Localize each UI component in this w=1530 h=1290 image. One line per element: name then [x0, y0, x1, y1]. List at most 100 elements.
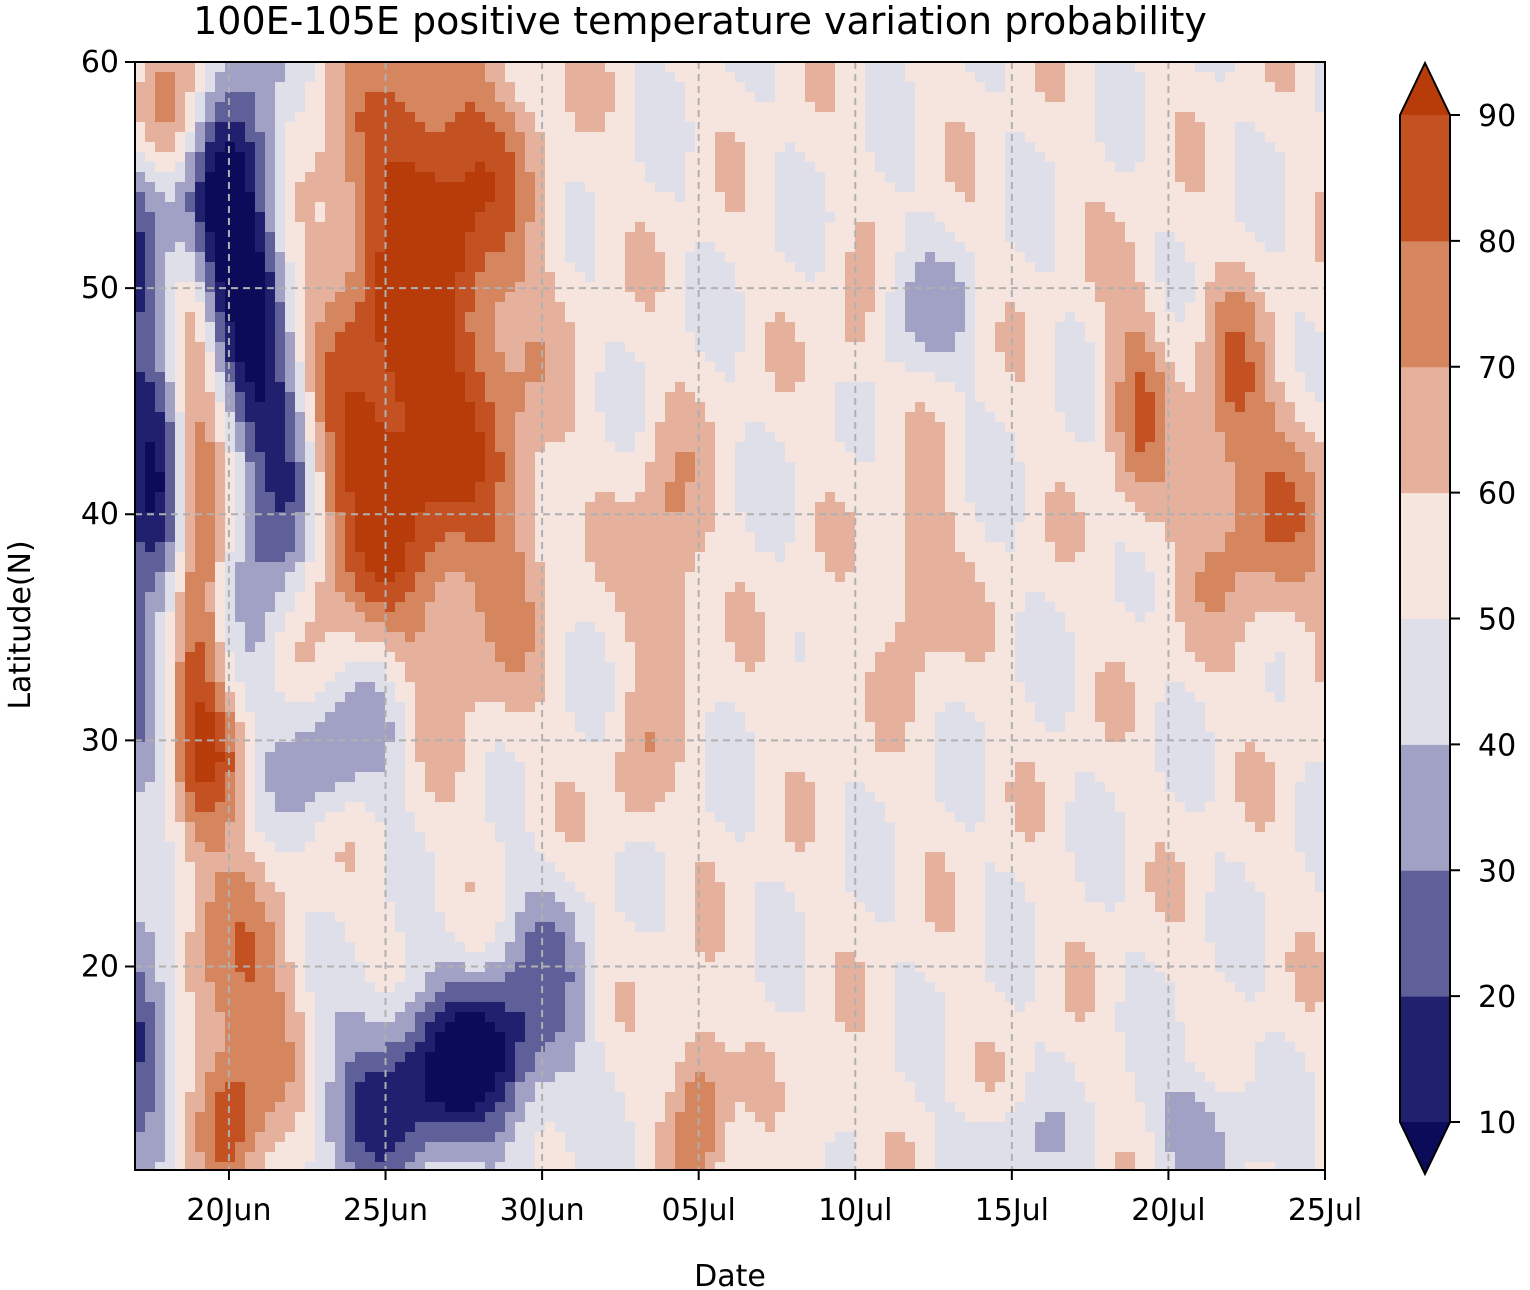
contour-cell: [1045, 262, 1056, 273]
contour-cell: [1255, 422, 1266, 433]
contour-cell: [1085, 382, 1096, 393]
contour-cell: [825, 412, 836, 423]
contour-cell: [1185, 272, 1196, 283]
contour-cell: [1155, 202, 1166, 213]
contour-cell: [825, 142, 836, 153]
contour-cell: [235, 442, 246, 453]
contour-cell: [225, 372, 236, 383]
contour-cell: [1235, 142, 1246, 153]
contour-cell: [1075, 342, 1086, 353]
contour-cell: [595, 152, 606, 163]
contour-cell: [1265, 212, 1276, 223]
contour-cell: [385, 192, 396, 203]
contour-cell: [225, 472, 236, 483]
contour-cell: [1045, 252, 1056, 263]
contour-cell: [265, 142, 276, 153]
contour-cell: [895, 202, 906, 213]
contour-cell: [565, 182, 576, 193]
contour-cell: [475, 182, 486, 193]
contour-cell: [635, 412, 646, 423]
contour-cell: [385, 202, 396, 213]
contour-cell: [1235, 402, 1246, 413]
contour-cell: [415, 442, 426, 453]
contour-cell: [525, 252, 536, 263]
contour-cell: [335, 152, 346, 163]
contour-cell: [345, 452, 356, 463]
contour-cell: [735, 392, 746, 403]
contour-cell: [615, 132, 626, 143]
contour-cell: [1055, 222, 1066, 233]
contour-cell: [175, 322, 186, 333]
contour-cell: [535, 372, 546, 383]
contour-cell: [605, 472, 616, 483]
contour-cell: [435, 252, 446, 263]
contour-cell: [415, 272, 426, 283]
contour-cell: [1155, 252, 1166, 263]
contour-cell: [405, 402, 416, 413]
contour-cell: [485, 312, 496, 323]
contour-cell: [1155, 92, 1166, 103]
contour-cell: [755, 192, 766, 203]
contour-cell: [485, 252, 496, 263]
contour-cell: [725, 322, 736, 333]
contour-cell: [615, 452, 626, 463]
contour-cell: [275, 142, 286, 153]
contour-cell: [1305, 382, 1316, 393]
contour-cell: [765, 392, 776, 403]
contour-cell: [1015, 312, 1026, 323]
contour-cell: [765, 122, 776, 133]
contour-cell: [1015, 72, 1026, 83]
contour-cell: [925, 412, 936, 423]
contour-cell: [655, 472, 666, 483]
contour-cell: [845, 452, 856, 463]
contour-cell: [615, 142, 626, 153]
contour-cell: [1275, 92, 1286, 103]
contour-cell: [165, 152, 176, 163]
contour-cell: [745, 342, 756, 353]
contour-cell: [275, 412, 286, 423]
contour-cell: [355, 442, 366, 453]
contour-cell: [505, 212, 516, 223]
contour-cell: [1295, 432, 1306, 443]
contour-cell: [875, 182, 886, 193]
contour-cell: [445, 172, 456, 183]
contour-cell: [1055, 162, 1066, 173]
contour-cell: [305, 382, 316, 393]
contour-cell: [265, 192, 276, 203]
contour-cell: [355, 172, 366, 183]
contour-cell: [935, 432, 946, 443]
contour-cell: [315, 142, 326, 153]
contour-cell: [465, 192, 476, 203]
contour-cell: [825, 372, 836, 383]
contour-cell: [485, 292, 496, 303]
contour-cell: [215, 372, 226, 383]
contour-cell: [175, 262, 186, 273]
contour-cell: [545, 312, 556, 323]
contour-cell: [475, 212, 486, 223]
contour-cell: [655, 102, 666, 113]
contour-cell: [1105, 372, 1116, 383]
contour-cell: [645, 132, 656, 143]
contour-cell: [465, 62, 476, 73]
contour-cell: [1175, 272, 1186, 283]
contour-cell: [975, 102, 986, 113]
contour-cell: [175, 402, 186, 413]
contour-cell: [305, 112, 316, 123]
contour-cell: [775, 182, 786, 193]
contour-cell: [635, 332, 646, 343]
contour-cell: [425, 92, 436, 103]
contour-cell: [705, 452, 716, 463]
contour-cell: [585, 372, 596, 383]
contour-cell: [1105, 292, 1116, 303]
contour-cell: [435, 342, 446, 353]
contour-cell: [885, 92, 896, 103]
contour-cell: [465, 322, 476, 333]
contour-cell: [1155, 392, 1166, 403]
contour-cell: [1285, 392, 1296, 403]
contour-cell: [1025, 272, 1036, 283]
contour-cell: [675, 112, 686, 123]
contour-cell: [285, 462, 296, 473]
contour-cell: [465, 422, 476, 433]
contour-cell: [1145, 262, 1156, 273]
contour-cell: [1255, 232, 1266, 243]
